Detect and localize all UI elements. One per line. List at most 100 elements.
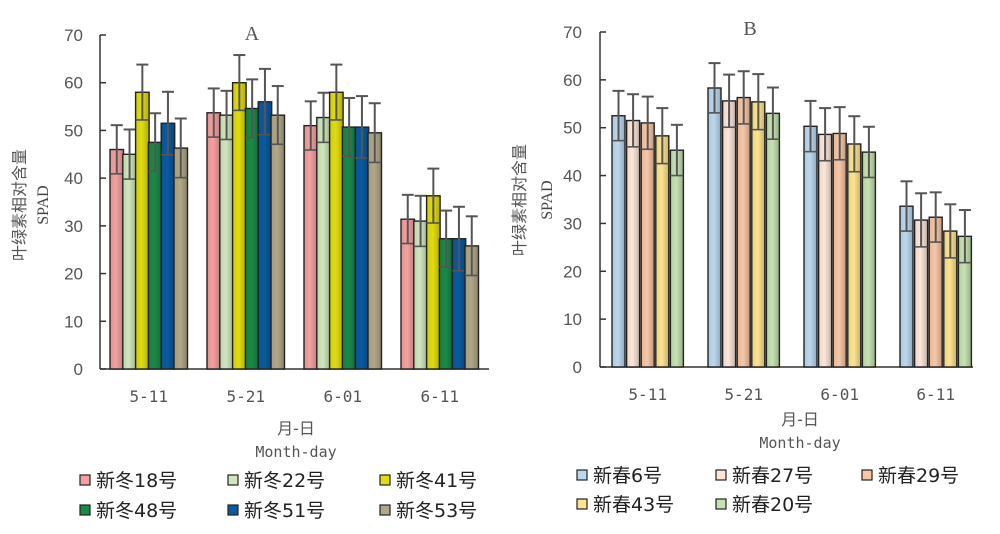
bar [122,153,138,370]
x-tick-label: 6-01 [323,387,362,406]
bar [707,87,722,368]
y-tick-label: 10 [64,312,83,331]
bar [803,125,818,368]
bar [109,148,125,370]
x-tick-label: 5-11 [628,385,667,404]
legend-label: 新冬51号 [244,500,325,522]
y-tick-label: 30 [563,214,582,233]
legend-item: 新春6号 [576,465,662,487]
y-tick-label: 20 [563,262,582,281]
legend-item: 新春43号 [576,494,674,516]
x-tick-label: 5-21 [724,385,763,404]
x-tick-label: 5-11 [129,387,168,406]
legend-item: 新冬48号 [79,500,177,522]
legend-label: 新春43号 [593,494,674,516]
legend-swatch [379,474,391,486]
bar [257,101,273,370]
bar [341,126,357,370]
legend-swatch [715,469,727,481]
x-tick-label: 5-21 [226,387,265,406]
legend-item: 新冬53号 [379,500,477,522]
legend-swatch [227,504,239,516]
legend-item: 新春20号 [715,494,813,516]
y-axis-label: 叶绿素相对含量 [10,149,29,261]
bar [303,124,319,370]
bar [751,101,766,368]
bar [611,115,626,368]
legend-item: 新春29号 [861,465,959,487]
bar [625,119,641,368]
legend-label: 新春20号 [732,494,813,516]
legend-label: 新春29号 [878,465,959,487]
legend-swatch [79,504,91,516]
legend-item: 新冬41号 [379,470,477,492]
bar [847,143,862,368]
chart-title: A [245,23,260,45]
legend-swatch [576,469,588,481]
legend-swatch [861,469,873,481]
legend-label: 新冬53号 [396,500,477,522]
y-tick-label: 50 [64,121,83,140]
bar [206,112,222,370]
bar [219,114,235,370]
y-tick-label: 40 [563,167,582,186]
y-tick-label: 40 [64,169,83,188]
legend-item: 新冬22号 [227,470,325,492]
y-tick-label: 70 [64,26,83,45]
y-tick-label: 20 [64,265,83,284]
y-axis-label: 叶绿素相对含量 [510,144,529,256]
x-axis-label: 月-日 [277,419,315,438]
legend-label: 新冬18号 [96,470,177,492]
y-tick-label: 50 [563,119,582,138]
y-tick-label: 0 [573,358,582,377]
legend-item: 新春27号 [715,465,813,487]
bar [367,132,383,370]
y-tick-label: 10 [563,310,582,329]
bar [270,114,286,370]
bar [328,91,344,370]
chart-a: A 0 10 20 30 40 50 60 70 叶绿素相对含量 SPAD 5-11 5-21 6-01 6… [10,23,489,522]
bar [861,151,877,368]
y-tick-label: 60 [563,71,582,90]
legend-label: 新冬41号 [396,470,477,492]
chart-b: B 0 10 20 30 40 50 60 70 叶绿素相对含量 SPAD 5-11 5-21 6-01 6… [510,18,973,516]
bar [160,122,176,370]
legend-label: 新冬48号 [96,500,177,522]
y-tick-label: 70 [563,23,582,42]
legend-item: 新冬51号 [227,500,325,522]
bar [244,107,260,370]
bar [765,112,781,368]
bar [736,96,751,368]
y-axis-label-en: SPAD [539,180,556,219]
legend-swatch [715,498,727,510]
legend-swatch [379,504,391,516]
bar [173,147,189,370]
x-axis-label-en: Month-day [255,443,336,461]
bar [817,133,833,368]
y-axis-label-en: SPAD [35,185,52,224]
y-tick-label: 30 [64,217,83,236]
y-tick-label: 0 [74,360,83,379]
bar [231,82,247,370]
bar [832,132,847,368]
legend-item: 新冬18号 [79,470,177,492]
legend-swatch [576,498,588,510]
y-tick-label: 60 [64,74,83,93]
bar [721,100,737,368]
legend-label: 新春27号 [732,465,813,487]
legend-swatch [227,474,239,486]
x-axis-label: 月-日 [781,410,819,429]
x-tick-label: 6-11 [420,387,459,406]
legend-label: 新春6号 [593,465,662,487]
chart-title: B [743,18,756,40]
bar [669,149,685,368]
x-axis-label-en: Month-day [759,434,840,452]
bar [354,126,370,370]
x-tick-label: 6-11 [916,385,955,404]
x-tick-label: 6-01 [820,385,859,404]
legend-label: 新冬22号 [244,470,325,492]
bar [316,116,331,370]
